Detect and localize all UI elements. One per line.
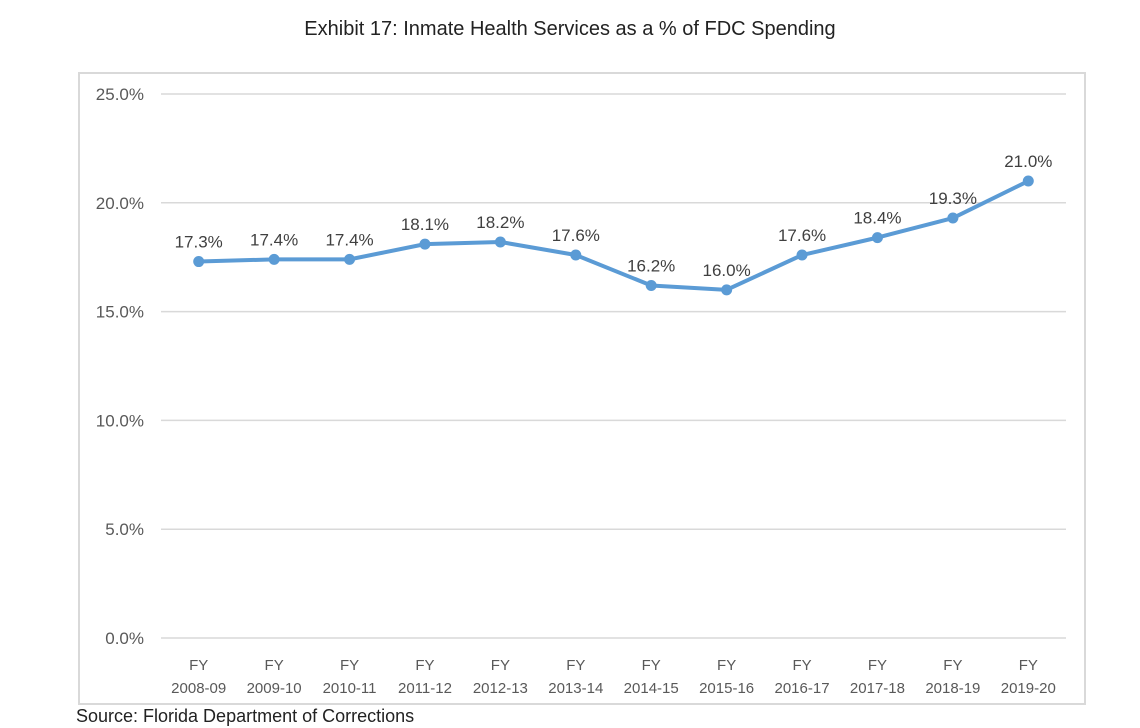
data-point — [796, 249, 808, 261]
data-label: 16.2% — [627, 256, 675, 275]
data-label: 18.2% — [476, 213, 524, 232]
data-label: 21.0% — [1004, 152, 1052, 171]
data-point — [871, 232, 883, 244]
data-point — [721, 284, 733, 296]
data-point — [344, 253, 356, 265]
x-tick-label-line2: 2012-13 — [473, 680, 528, 697]
data-point — [947, 212, 959, 224]
x-tick-label-line1: FY — [792, 657, 811, 674]
y-tick-label: 25.0% — [96, 85, 144, 104]
x-tick-label-line1: FY — [642, 657, 661, 674]
x-tick-label-line2: 2019-20 — [1001, 680, 1056, 697]
source-note: Source: Florida Department of Correction… — [76, 706, 415, 726]
data-label: 19.3% — [929, 189, 977, 208]
chart-frame — [78, 72, 1086, 705]
data-point — [268, 253, 280, 265]
y-tick-label: 0.0% — [105, 629, 144, 648]
x-tick-label-line2: 2010-11 — [323, 680, 377, 697]
x-tick-label-line2: 2017-18 — [850, 680, 905, 697]
x-tick-label-line1: FY — [340, 657, 359, 674]
data-label: 18.1% — [401, 215, 449, 234]
x-tick-label-line1: FY — [189, 657, 208, 674]
data-point — [494, 236, 506, 248]
x-tick-label-line2: 2011-12 — [398, 680, 452, 697]
x-tick-label-line2: 2008-09 — [171, 680, 226, 697]
x-tick-label-line2: 2016-17 — [775, 680, 830, 697]
y-tick-label: 10.0% — [96, 411, 144, 430]
data-label: 17.3% — [175, 233, 223, 252]
x-tick-label-line1: FY — [566, 657, 585, 674]
data-point — [193, 256, 205, 268]
x-tick-label-line1: FY — [415, 657, 434, 674]
x-tick-label-line2: 2018-19 — [925, 680, 980, 697]
x-tick-label-line2: 2015-16 — [699, 680, 754, 697]
data-label: 18.4% — [853, 209, 901, 228]
x-tick-label-line2: 2009-10 — [247, 680, 302, 697]
data-point — [645, 279, 657, 291]
y-tick-label: 5.0% — [105, 520, 144, 539]
x-tick-label-line1: FY — [717, 657, 736, 674]
chart-title: Exhibit 17: Inmate Health Services as a … — [304, 18, 836, 40]
x-tick-label-line1: FY — [265, 657, 284, 674]
x-tick-label-line1: FY — [943, 657, 962, 674]
x-tick-label-line1: FY — [491, 657, 510, 674]
x-tick-label-line1: FY — [1019, 657, 1038, 674]
data-label: 17.4% — [250, 230, 298, 249]
series-line — [196, 179, 1031, 292]
data-label: 16.0% — [703, 261, 751, 280]
y-tick-label: 15.0% — [96, 303, 144, 322]
x-tick-label-line2: 2013-14 — [548, 680, 603, 697]
data-point — [570, 249, 582, 261]
y-tick-label: 20.0% — [96, 194, 144, 213]
data-label: 17.4% — [325, 230, 373, 249]
x-tick-label-line2: 2014-15 — [624, 680, 679, 697]
data-point — [1022, 175, 1034, 187]
data-label: 17.6% — [552, 226, 600, 245]
data-label: 17.6% — [778, 226, 826, 245]
data-point — [419, 238, 431, 250]
x-tick-label-line1: FY — [868, 657, 887, 674]
